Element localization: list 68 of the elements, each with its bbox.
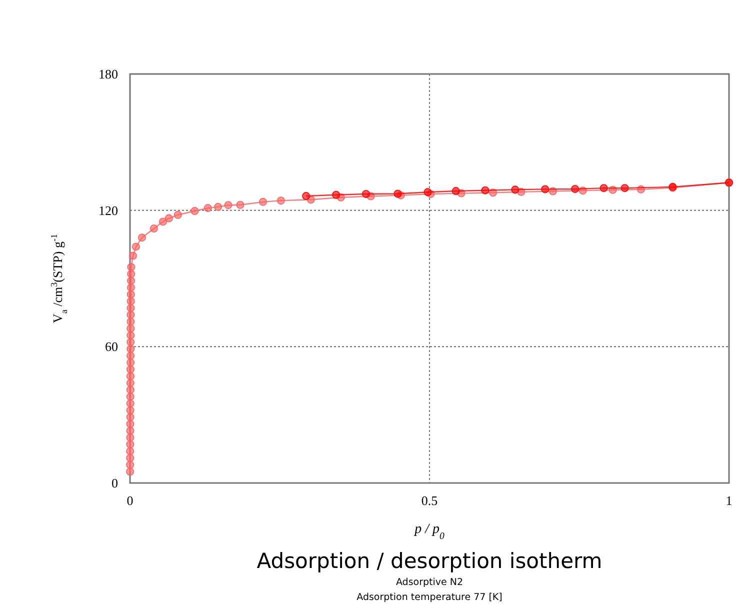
point bbox=[424, 188, 432, 196]
point bbox=[150, 224, 158, 233]
point bbox=[126, 358, 135, 367]
point bbox=[138, 234, 146, 242]
point bbox=[204, 204, 212, 212]
point bbox=[126, 447, 134, 456]
point bbox=[158, 218, 167, 226]
text: Adsorption temperature 77 [K] bbox=[356, 592, 502, 603]
point bbox=[481, 186, 490, 194]
point bbox=[126, 468, 134, 476]
point bbox=[126, 331, 135, 340]
point bbox=[126, 420, 134, 428]
x-tick-label: 0 bbox=[126, 493, 134, 508]
point bbox=[126, 392, 134, 401]
point bbox=[511, 186, 520, 194]
point bbox=[214, 202, 222, 211]
point bbox=[224, 201, 232, 210]
point bbox=[127, 276, 136, 285]
point bbox=[126, 338, 135, 346]
y-tick-label: 0 bbox=[112, 476, 118, 491]
point bbox=[126, 365, 134, 374]
point bbox=[126, 440, 134, 448]
point bbox=[132, 242, 140, 251]
point bbox=[332, 190, 340, 199]
point bbox=[571, 184, 580, 193]
point bbox=[302, 192, 310, 200]
point bbox=[126, 386, 134, 394]
x-tick-label: 1 bbox=[726, 493, 732, 508]
point bbox=[127, 270, 136, 278]
point bbox=[126, 290, 135, 298]
point bbox=[126, 372, 134, 380]
point bbox=[258, 198, 267, 206]
point bbox=[126, 413, 134, 422]
point bbox=[126, 324, 135, 332]
point bbox=[126, 310, 135, 319]
x-axis-title: p / p$_{0}$ bbox=[414, 522, 444, 542]
point bbox=[600, 184, 608, 192]
point bbox=[126, 406, 134, 414]
point bbox=[174, 210, 182, 219]
point bbox=[126, 454, 134, 462]
point bbox=[126, 318, 135, 326]
point bbox=[126, 297, 135, 306]
point bbox=[236, 200, 244, 209]
text: Adsorption / desorption isotherm bbox=[256, 549, 602, 573]
point bbox=[541, 185, 550, 194]
point bbox=[164, 214, 173, 222]
point bbox=[362, 190, 370, 198]
point bbox=[126, 352, 135, 360]
point bbox=[126, 284, 135, 292]
point bbox=[126, 434, 134, 442]
point bbox=[126, 460, 134, 469]
y-tick-label: 180 bbox=[98, 66, 118, 82]
y-tick-label: 120 bbox=[98, 202, 118, 218]
point bbox=[126, 379, 134, 388]
point bbox=[394, 190, 402, 198]
text: Adsorptive N2 bbox=[396, 577, 464, 588]
point bbox=[127, 263, 136, 272]
point bbox=[126, 344, 135, 353]
point bbox=[126, 426, 134, 435]
point bbox=[126, 304, 135, 312]
x-tick-label: 0.5 bbox=[421, 493, 438, 508]
point bbox=[620, 184, 629, 192]
point bbox=[452, 187, 460, 196]
point bbox=[126, 399, 134, 408]
point bbox=[190, 207, 199, 216]
point bbox=[128, 252, 137, 260]
y-tick-label: 60 bbox=[105, 339, 118, 354]
point bbox=[276, 196, 285, 205]
